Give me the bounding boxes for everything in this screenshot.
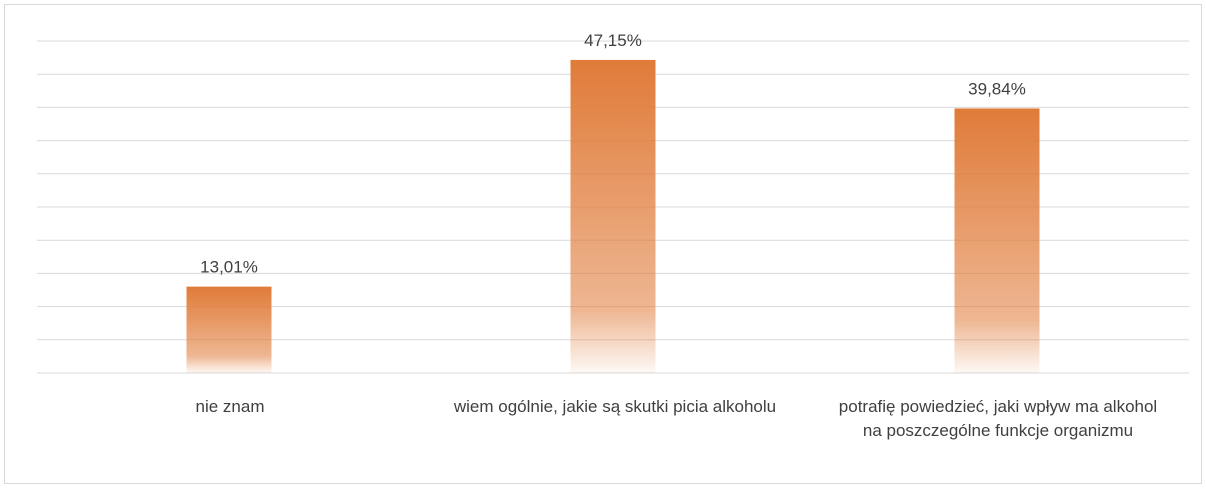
- data-label-1: 47,15%: [584, 31, 642, 50]
- data-label-2: 39,84%: [968, 79, 1026, 98]
- category-label-1: wiem ogólnie, jakie są skutki picia alko…: [453, 397, 777, 416]
- data-labels: 13,01% 47,15% 39,84%: [200, 31, 1026, 277]
- bars: [186, 59, 1040, 373]
- bar-0: [186, 286, 272, 373]
- bar-chart: 13,01% 47,15% 39,84%: [37, 31, 1189, 374]
- chart-frame: 13,01% 47,15% 39,84% nie znam wiem ogólnie…: [4, 4, 1202, 484]
- category-label-0: nie znam: [195, 397, 265, 416]
- bar-1: [570, 59, 656, 373]
- data-label-0: 13,01%: [200, 258, 258, 277]
- category-label-2: potrafię powiedzieć, jaki wpływ ma alkoh…: [838, 397, 1158, 440]
- bar-2: [954, 108, 1040, 373]
